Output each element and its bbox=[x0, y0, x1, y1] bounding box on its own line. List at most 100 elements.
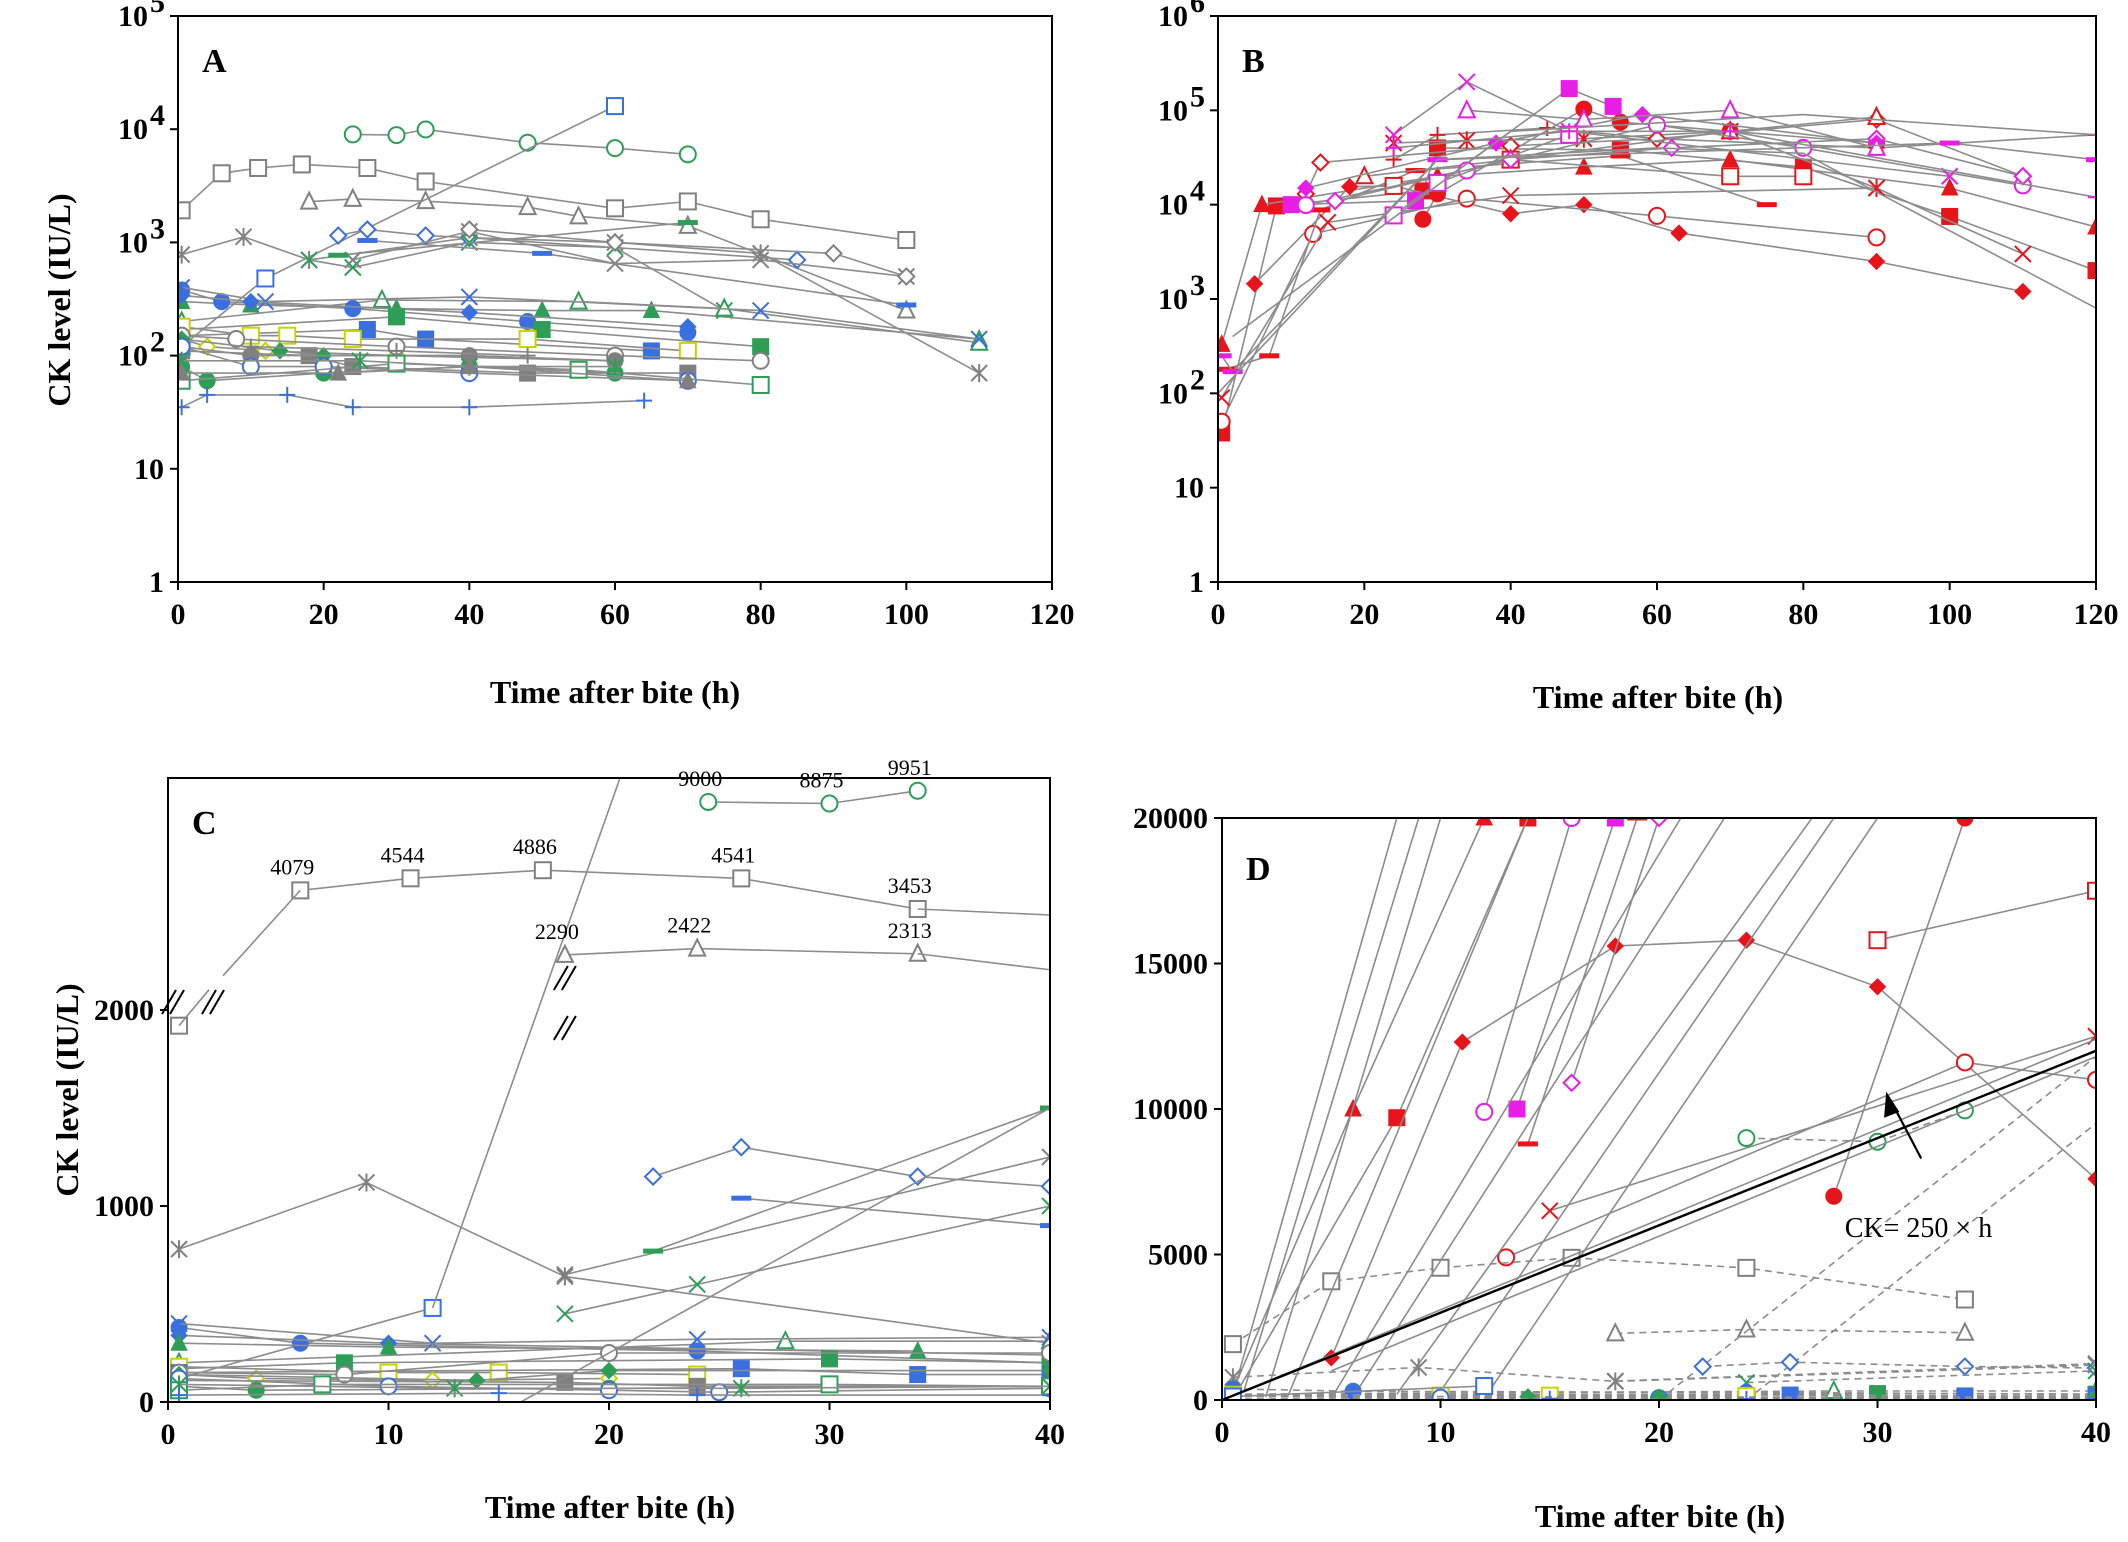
series-line bbox=[1243, 818, 1420, 1392]
data-point-circle-open bbox=[1041, 1344, 1050, 1362]
data-point-x bbox=[460, 288, 479, 306]
data-point-square-filled bbox=[732, 1360, 750, 1378]
series-line bbox=[181, 163, 907, 241]
data-point-diamond-open bbox=[908, 1167, 928, 1187]
data-point-triangle-open bbox=[343, 187, 363, 207]
data-point-circle-filled bbox=[198, 372, 216, 390]
axis-break-mark bbox=[201, 989, 225, 1015]
data-point-x bbox=[556, 1265, 574, 1284]
x-tick-label: 40 bbox=[454, 598, 484, 631]
data-point-dash bbox=[643, 1248, 664, 1254]
series-line bbox=[1364, 116, 1877, 178]
x-tick-label: 100 bbox=[1927, 598, 1972, 631]
data-label: 2422 bbox=[667, 913, 711, 938]
data-point-circle-open bbox=[678, 145, 697, 164]
data-point-plus bbox=[279, 386, 296, 403]
series-line bbox=[178, 1181, 1050, 1344]
series-line bbox=[1483, 818, 1573, 1113]
data-point-diamond-filled bbox=[271, 342, 289, 360]
data-point-star bbox=[1867, 179, 1886, 198]
series-line bbox=[1746, 1109, 1966, 1143]
data-point-diamond-open bbox=[255, 341, 275, 361]
data-point-diamond-filled bbox=[1650, 1388, 1668, 1400]
y-tick-label: 10 bbox=[1158, 0, 1188, 33]
data-point-plus bbox=[2088, 1390, 2096, 1400]
data-point-square-open bbox=[401, 869, 420, 888]
y-tick-exponent: 4 bbox=[1190, 175, 1205, 208]
data-point-x bbox=[344, 258, 362, 277]
series-line bbox=[1330, 818, 1682, 1399]
data-point-triangle-filled bbox=[460, 356, 479, 375]
data-point-x bbox=[1218, 388, 1231, 407]
data-point-triangle-filled bbox=[170, 1333, 188, 1351]
data-point-diamond-open bbox=[1693, 1357, 1713, 1376]
series-line bbox=[1516, 818, 1617, 1110]
panel-c-series bbox=[169, 778, 1050, 1402]
data-point-star bbox=[732, 1379, 751, 1398]
series-line bbox=[178, 1367, 1050, 1376]
series-line bbox=[1549, 1035, 2096, 1212]
data-point-triangle-open bbox=[568, 205, 589, 225]
x-tick-label: 60 bbox=[1642, 598, 1672, 631]
series-line bbox=[652, 1107, 1050, 1252]
series-line bbox=[178, 1322, 1050, 1345]
series-line bbox=[181, 365, 688, 382]
data-point-diamond-filled bbox=[600, 1361, 618, 1380]
data-point-circle-open bbox=[416, 120, 435, 139]
series-line bbox=[917, 908, 1050, 916]
data-point-circle-open bbox=[1955, 1053, 1974, 1072]
panel-a-ylabel: CK level (IU/L) bbox=[41, 193, 77, 406]
series-line bbox=[1466, 109, 1877, 149]
data-point-diamond-open bbox=[1649, 818, 1669, 828]
data-point-square-open bbox=[416, 172, 435, 191]
y-tick-label: 15000 bbox=[1133, 948, 1208, 981]
data-point-triangle-open bbox=[1605, 1322, 1625, 1342]
data-point-triangle-filled bbox=[1721, 149, 1739, 168]
series-line bbox=[1264, 818, 1442, 1398]
data-point-circle-open bbox=[1296, 196, 1315, 215]
y-tick-exponent: 5 bbox=[1190, 80, 1205, 113]
series-line bbox=[1615, 1328, 1965, 1335]
data-point-circle-open bbox=[751, 351, 770, 370]
data-point-circle-open bbox=[1562, 818, 1581, 827]
series-line bbox=[181, 394, 645, 408]
data-point-plus bbox=[490, 1385, 507, 1402]
arrow-head bbox=[1884, 1091, 1900, 1118]
y-tick-label: 20000 bbox=[1133, 802, 1208, 835]
data-point-x bbox=[751, 301, 770, 320]
series-line bbox=[1221, 187, 2024, 399]
data-point-triangle-filled bbox=[533, 300, 551, 319]
data-point-diamond-open bbox=[605, 232, 625, 252]
panel-d-series bbox=[1222, 818, 2096, 1400]
data-point-square-filled bbox=[821, 1350, 838, 1368]
data-point-star bbox=[170, 1240, 188, 1259]
series-line bbox=[520, 1107, 1050, 1402]
data-point-triangle-filled bbox=[1940, 177, 1959, 196]
data-point-square-open bbox=[606, 199, 624, 218]
data-label: 4079 bbox=[270, 854, 314, 879]
data-point-plus bbox=[242, 338, 259, 355]
data-point-triangle-open bbox=[299, 190, 319, 210]
data-point-square-open bbox=[569, 360, 588, 379]
series-line bbox=[564, 947, 918, 956]
series-line bbox=[300, 869, 918, 910]
series-line bbox=[1352, 818, 1726, 1398]
data-point-square-filled bbox=[1388, 1109, 1406, 1127]
series-line bbox=[1232, 1395, 2096, 1398]
y-tick-label: 10 bbox=[1174, 472, 1204, 505]
y-tick-exponent: 4 bbox=[150, 99, 165, 132]
x-tick-label: 40 bbox=[2081, 1416, 2111, 1449]
data-point-diamond-filled bbox=[1670, 224, 1688, 242]
data-point-plus bbox=[1541, 1390, 1558, 1400]
data-point-x bbox=[300, 251, 318, 269]
data-point-square-open bbox=[1955, 1290, 1974, 1309]
series-line bbox=[564, 1205, 1050, 1315]
reference-line bbox=[1222, 1049, 2096, 1400]
data-point-plus bbox=[1738, 1390, 1755, 1400]
data-point-diamond-filled bbox=[467, 1371, 486, 1390]
x-tick-label: 10 bbox=[374, 1418, 404, 1451]
data-point-dash bbox=[1610, 153, 1631, 159]
data-point-square-open bbox=[278, 326, 297, 345]
data-point-diamond-open bbox=[1311, 153, 1330, 172]
